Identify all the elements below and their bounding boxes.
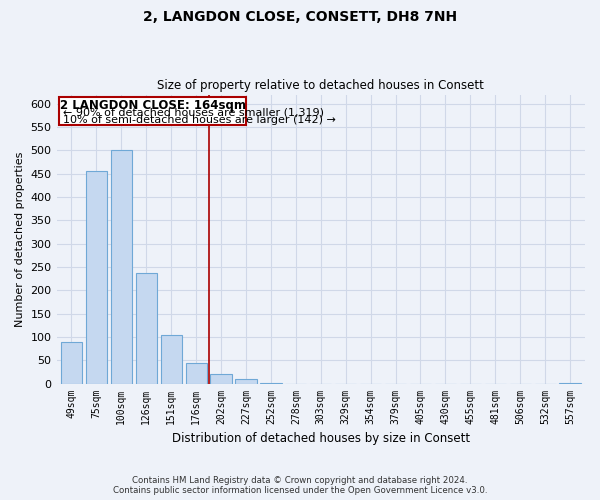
Bar (185, 362, 207, 384)
Bar (61, 342, 82, 384)
Text: 2, LANGDON CLOSE, CONSETT, DH8 7NH: 2, LANGDON CLOSE, CONSETT, DH8 7NH (143, 10, 457, 24)
Bar (136, 273, 157, 384)
Text: ← 90% of detached houses are smaller (1,319): ← 90% of detached houses are smaller (1,… (63, 107, 324, 117)
Text: Contains HM Land Registry data © Crown copyright and database right 2024.
Contai: Contains HM Land Registry data © Crown c… (113, 476, 487, 495)
Bar (559, 382, 581, 384)
Bar (86, 170, 107, 384)
Bar (211, 374, 232, 384)
Bar (111, 150, 132, 384)
Bar (260, 382, 281, 384)
Text: 10% of semi-detached houses are larger (142) →: 10% of semi-detached houses are larger (… (63, 114, 335, 124)
Bar (235, 379, 257, 384)
Bar (161, 334, 182, 384)
FancyBboxPatch shape (59, 97, 246, 125)
Y-axis label: Number of detached properties: Number of detached properties (15, 152, 25, 326)
Text: 2 LANGDON CLOSE: 164sqm: 2 LANGDON CLOSE: 164sqm (59, 99, 245, 112)
Title: Size of property relative to detached houses in Consett: Size of property relative to detached ho… (157, 79, 484, 92)
X-axis label: Distribution of detached houses by size in Consett: Distribution of detached houses by size … (172, 432, 470, 445)
